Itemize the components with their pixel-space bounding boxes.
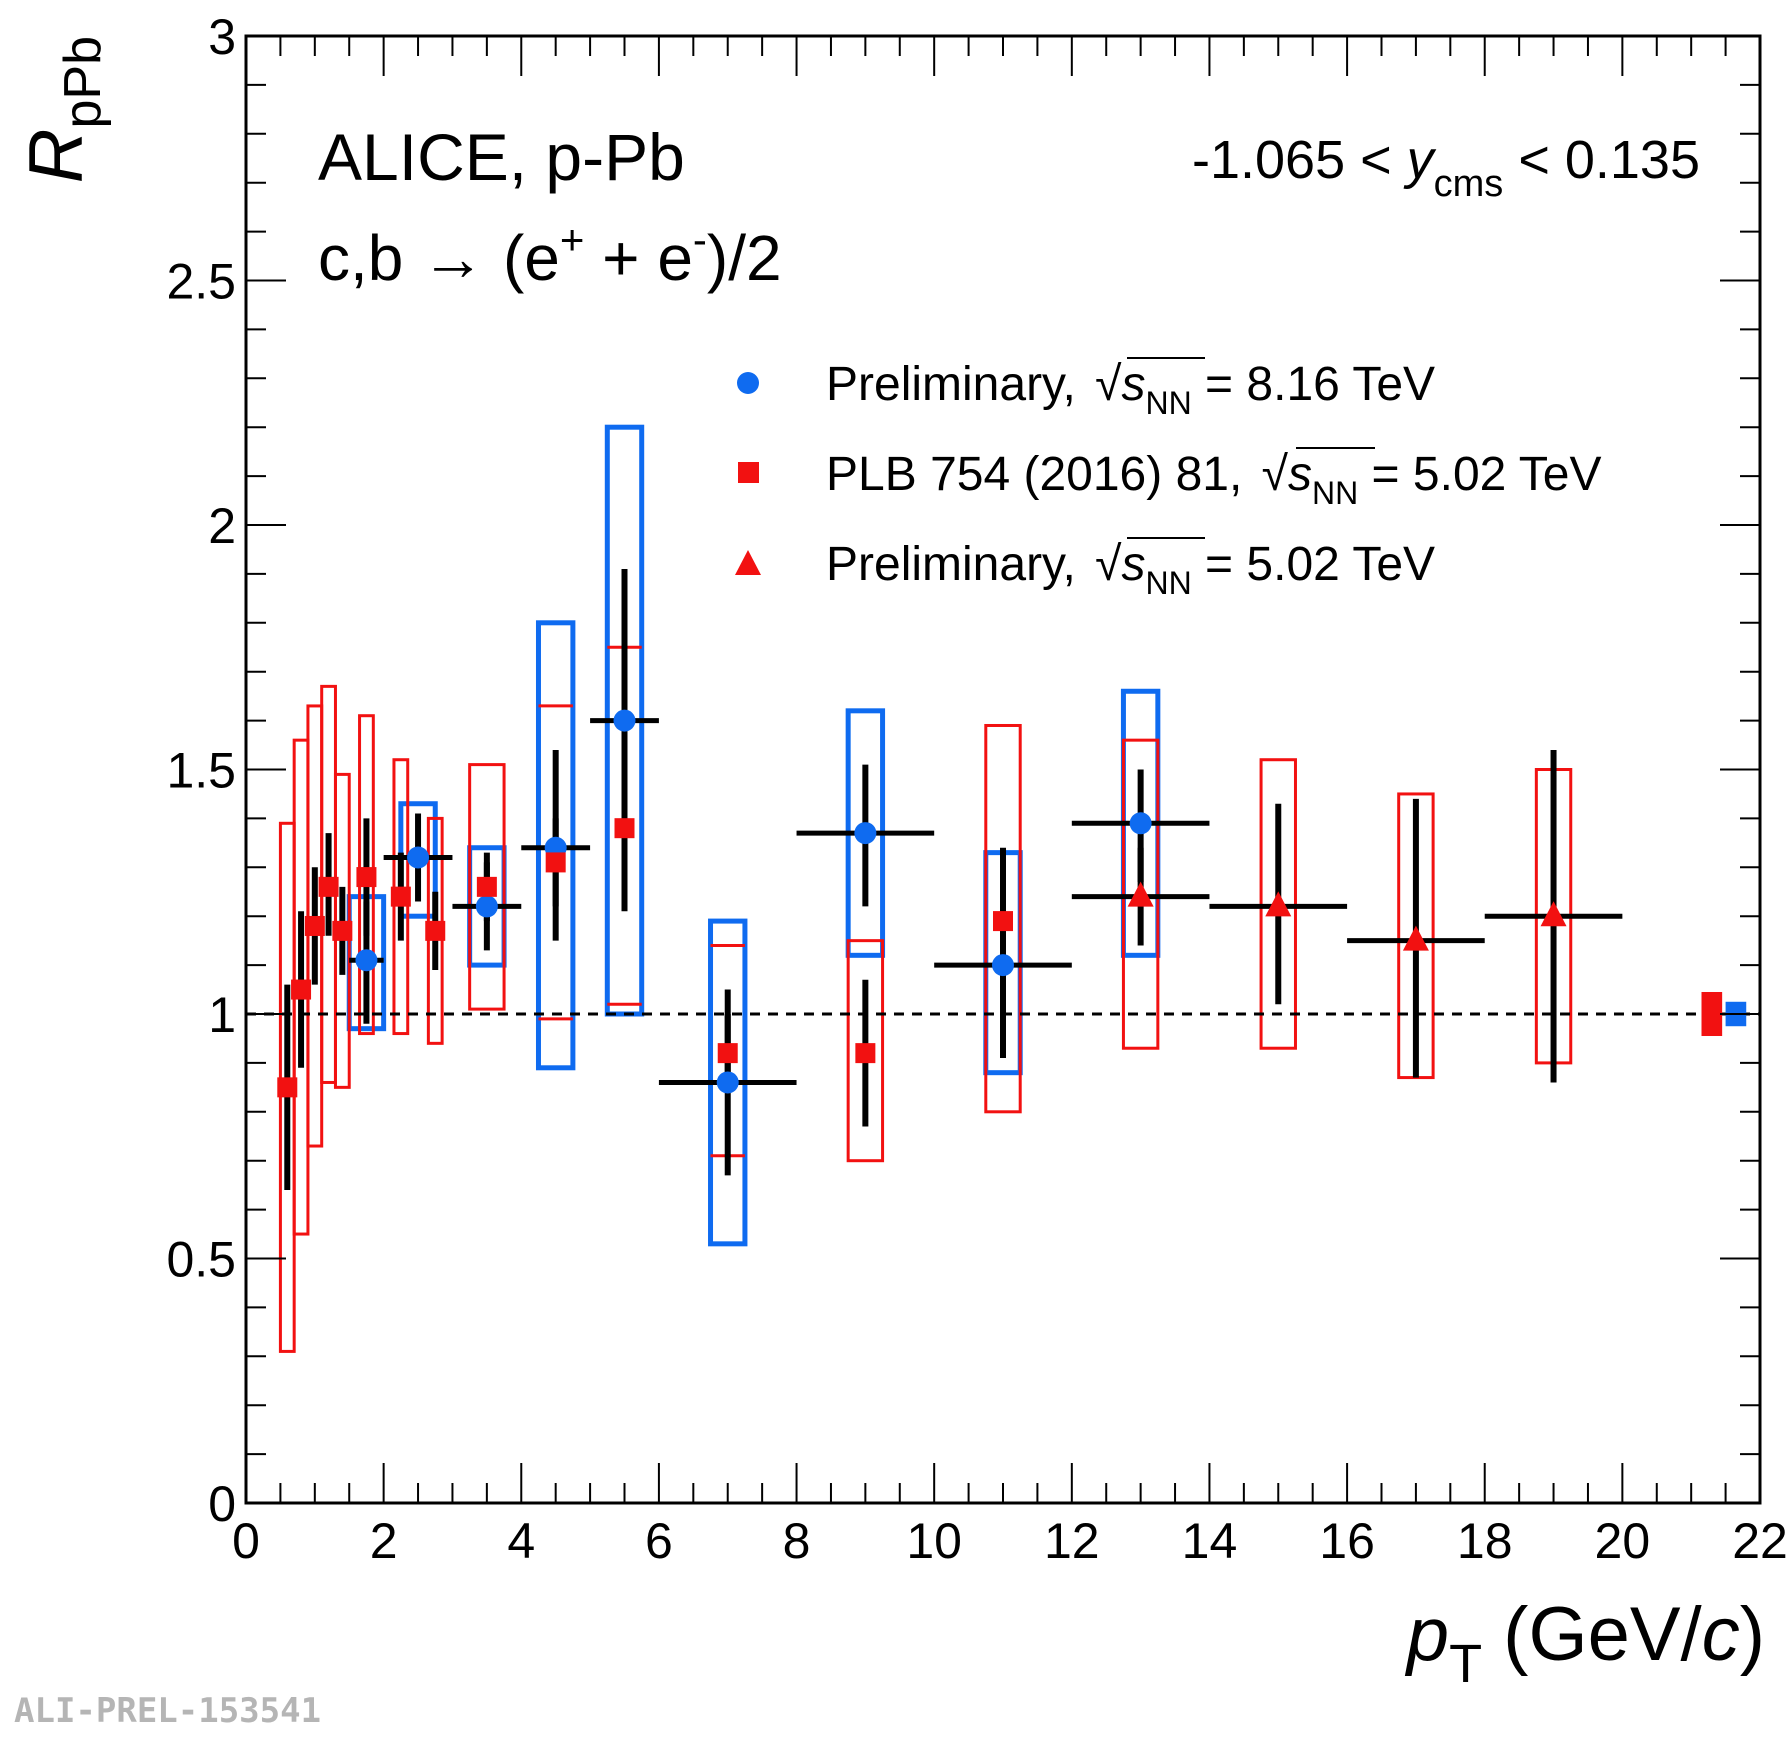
x-tick-label: 8	[783, 1513, 811, 1569]
legend-triangle-marker	[735, 550, 761, 575]
data-point-square	[304, 915, 325, 936]
tick-labels: 0 2 4 6 8 10 12 14 16 18 20 22 0 0.5 1 1.5 2 2.5 3	[166, 9, 1787, 1569]
data-point-circle	[716, 1071, 739, 1094]
data-point-square	[390, 886, 411, 907]
legend-circle-marker	[737, 372, 759, 394]
legend-sub: NN	[1146, 565, 1192, 601]
preliminary-watermark: ALI-PREL-153541	[14, 1691, 321, 1731]
x-tick-label: 16	[1319, 1513, 1375, 1569]
legend-var: s	[1122, 358, 1146, 411]
data-point-circle	[613, 709, 636, 732]
legend-square-marker	[738, 462, 759, 483]
x-tick-label: 6	[645, 1513, 673, 1569]
legend-var: s	[1288, 448, 1312, 501]
normalization-box	[1701, 991, 1723, 1037]
legend-label-suffix: = 5.02 TeV	[1192, 538, 1435, 591]
data-point-triangle	[1540, 901, 1567, 927]
data-point-circle	[854, 822, 877, 845]
data-point-square	[855, 1043, 876, 1064]
sys-box	[846, 939, 885, 1163]
legend-sqrt-sign: √	[1262, 448, 1289, 501]
data-point-square	[318, 876, 339, 897]
legend-entry-plb-5.02-tev: PLB 754 (2016) 81, √sNN = 5.02 TeV	[738, 447, 1602, 511]
legend-var: s	[1122, 538, 1146, 591]
data-point-square	[356, 867, 377, 888]
chart-title: ALICE, p-Pb	[318, 120, 685, 194]
legend: Preliminary, √sNN = 8.16 TeV PLB 754 (20…	[735, 357, 1602, 601]
x-tick-label: 20	[1595, 1513, 1651, 1569]
x-tick-label: 22	[1732, 1513, 1788, 1569]
legend-label-prefix: Preliminary,	[826, 538, 1089, 591]
legend-sqrt-sign: √	[1095, 538, 1122, 591]
data-point-circle	[992, 954, 1014, 977]
axis-ticks	[245, 35, 1761, 1504]
data-point-square	[545, 852, 566, 873]
y-tick-label: 2	[208, 498, 236, 554]
x-tick-label: 10	[906, 1513, 962, 1569]
data-point-square	[332, 920, 353, 941]
legend-entry-8.16-tev: Preliminary, √sNN = 8.16 TeV	[737, 357, 1435, 421]
x-tick-label: 2	[370, 1513, 398, 1569]
y-tick-label: 3	[208, 9, 236, 65]
svg-text:PLB 754 (2016) 81, √sNN = 5.02: PLB 754 (2016) 81, √sNN = 5.02 TeV	[826, 448, 1602, 511]
x-tick-label: 14	[1182, 1513, 1238, 1569]
data-point-square	[277, 1077, 298, 1098]
legend-sub: NN	[1146, 385, 1192, 421]
x-axis-title: pT (GeV/c)	[1405, 1592, 1765, 1694]
data-point-triangle	[1402, 925, 1429, 951]
svg-text:Preliminary, √sNN = 5.02 TeV: Preliminary, √sNN = 5.02 TeV	[826, 538, 1435, 601]
x-tick-label: 18	[1457, 1513, 1513, 1569]
data-point-circle	[475, 895, 498, 918]
legend-label-prefix: Preliminary,	[826, 358, 1089, 411]
rapidity-label: -1.065 < ycms < 0.135	[1192, 130, 1700, 205]
legend-label-suffix: = 8.16 TeV	[1192, 358, 1435, 411]
data-point-square	[476, 876, 497, 897]
data-point-square	[425, 920, 446, 941]
data-point-circle	[355, 949, 378, 972]
y-axis-title: RpPb	[14, 36, 112, 183]
data-point-square	[717, 1043, 738, 1064]
legend-label-suffix: = 5.02 TeV	[1358, 448, 1601, 501]
sys-box	[1397, 792, 1435, 1080]
x-tick-label: 4	[507, 1513, 535, 1569]
data-point-triangle	[1265, 891, 1292, 917]
y-tick-label: 2.5	[166, 254, 236, 310]
legend-entry-5.02-tev: Preliminary, √sNN = 5.02 TeV	[735, 537, 1435, 601]
process-label: c,b → (e+ + e-)/2	[318, 216, 782, 294]
data-markers	[277, 709, 1567, 1098]
legend-sqrt-sign: √	[1095, 358, 1122, 411]
sys-box	[984, 723, 1022, 1114]
data-point-circle	[407, 846, 430, 869]
data-point-triangle	[1127, 881, 1154, 907]
y-tick-label: 0	[208, 1476, 236, 1532]
data-point-square	[614, 818, 635, 839]
svg-text:Preliminary, √sNN = 8.16 TeV: Preliminary, √sNN = 8.16 TeV	[826, 358, 1435, 421]
legend-label-prefix: PLB 754 (2016) 81,	[826, 448, 1256, 501]
data-point-square	[993, 911, 1013, 932]
x-tick-label: 12	[1044, 1513, 1100, 1569]
legend-sub: NN	[1312, 475, 1358, 511]
data-point-square	[291, 979, 312, 1000]
sys-box	[468, 763, 506, 1011]
data-point-circle	[1129, 812, 1152, 835]
x-tick-label: 0	[232, 1513, 260, 1569]
y-tick-label: 1	[208, 987, 236, 1043]
y-tick-label: 1.5	[166, 743, 236, 799]
y-tick-label: 0.5	[166, 1232, 236, 1288]
